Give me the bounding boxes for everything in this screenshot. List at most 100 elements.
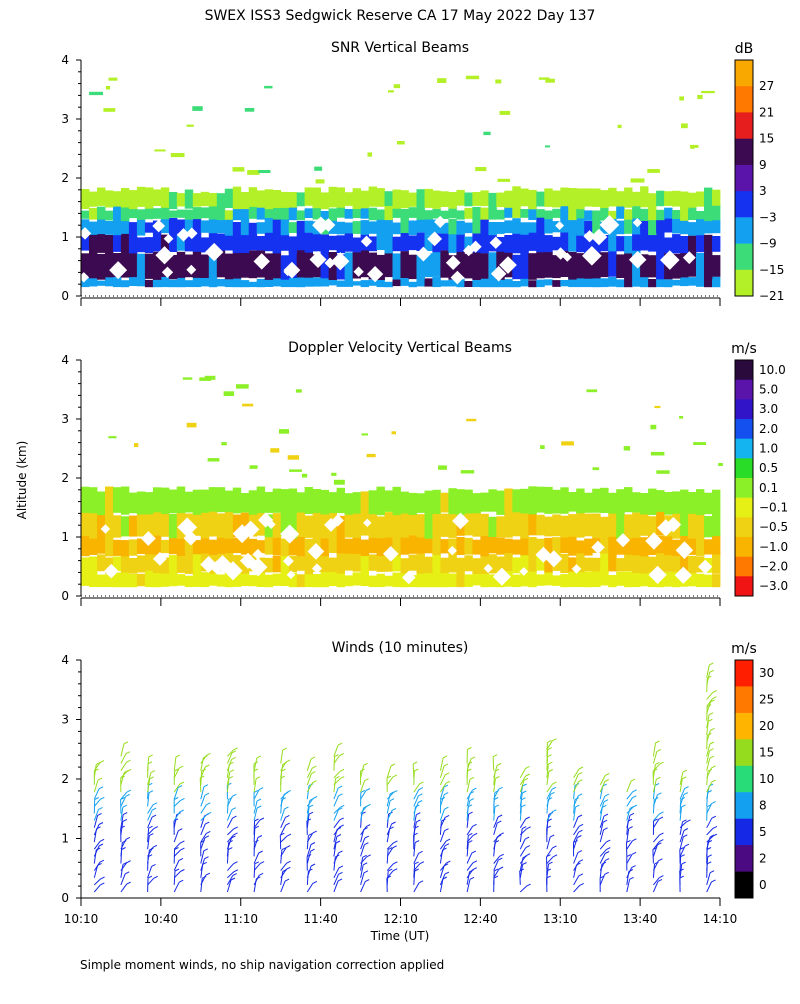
field-cell xyxy=(656,249,664,279)
field-cell xyxy=(209,540,217,555)
field-cell xyxy=(504,235,512,253)
wind-barb-flag xyxy=(472,788,476,790)
wind-barb xyxy=(653,743,655,756)
wind-barb xyxy=(201,878,202,892)
field-cell xyxy=(592,558,600,572)
field-cell xyxy=(281,489,289,513)
field-cell xyxy=(169,192,177,209)
colorbar-segment xyxy=(735,686,753,713)
field-cell xyxy=(113,540,121,556)
wind-barb-flag xyxy=(123,819,127,821)
field-cell xyxy=(648,489,656,515)
field-cell xyxy=(536,574,544,585)
wind-barb-flag xyxy=(180,810,184,812)
wind-barb-flag xyxy=(149,834,153,836)
colorbar-label: 10 xyxy=(759,772,774,786)
wind-barb-flag xyxy=(232,808,236,810)
field-cell xyxy=(425,491,433,514)
field-cell xyxy=(209,511,217,537)
field-cell xyxy=(592,514,600,539)
wind-barb-flag xyxy=(419,788,423,790)
echo-patch xyxy=(618,125,622,128)
field-cell xyxy=(169,280,177,288)
wind-barb-flag xyxy=(580,883,584,885)
wind-barb-flag xyxy=(101,877,105,879)
wind-barb-flag xyxy=(180,782,184,784)
field-cell xyxy=(696,211,704,219)
field-cell xyxy=(89,536,97,555)
colorbar-label: 5.0 xyxy=(759,383,778,397)
field-cell xyxy=(289,222,297,233)
wind-barb-flag xyxy=(178,829,182,831)
wind-barb-flag xyxy=(471,757,475,759)
field-cell xyxy=(241,280,249,287)
field-cell xyxy=(337,488,345,513)
field-cell xyxy=(385,204,393,220)
wind-barb xyxy=(148,878,154,885)
field-cell xyxy=(105,221,113,235)
field-cell xyxy=(648,207,656,220)
wind-barb-flag xyxy=(578,780,582,782)
field-cell xyxy=(137,209,145,220)
wind-barb-flag xyxy=(549,862,553,864)
wind-barb-flag xyxy=(553,782,557,784)
field-cell xyxy=(712,490,720,512)
field-cell xyxy=(265,189,273,209)
colorbar-segment xyxy=(735,380,753,400)
wind-barb-flag xyxy=(656,741,660,743)
wind-barb xyxy=(520,768,525,777)
field-cell xyxy=(273,535,281,555)
scattered-echoes xyxy=(108,376,723,485)
field-cell xyxy=(512,218,520,234)
field-cell xyxy=(177,210,185,218)
field-cell xyxy=(345,539,353,554)
field-cell xyxy=(113,235,121,252)
wind-barb xyxy=(334,827,340,835)
field-cell xyxy=(97,492,105,516)
wind-barb-flag xyxy=(526,766,530,768)
wind-barb-flag xyxy=(444,764,448,766)
wind-barb xyxy=(174,882,179,892)
wind-barb-flag xyxy=(393,775,397,777)
field-cell xyxy=(560,554,568,573)
echo-patch xyxy=(651,452,665,456)
wind-barb-flag xyxy=(260,862,264,864)
field-cell xyxy=(688,277,696,286)
field-cell xyxy=(616,279,624,287)
wind-barb-flag xyxy=(180,841,184,843)
wind-barb-flag xyxy=(339,872,343,874)
echo-patch xyxy=(650,425,656,430)
field-cell xyxy=(169,211,177,218)
field-cell xyxy=(273,218,281,235)
field-cell xyxy=(201,572,209,587)
field-cell xyxy=(297,492,305,512)
field-cell xyxy=(576,541,584,554)
colorbar-label: 15 xyxy=(759,132,774,146)
wind-barb-flag xyxy=(708,719,712,721)
field-cell xyxy=(680,490,688,514)
wind-barb-flag xyxy=(682,862,686,864)
wind-barb-flag xyxy=(526,846,530,848)
wind-barb xyxy=(174,850,180,856)
field-cell xyxy=(608,188,616,207)
field-cell xyxy=(488,517,496,537)
echo-patch xyxy=(397,141,405,145)
wind-barb-flag xyxy=(98,813,102,815)
wind-barb-flag xyxy=(125,872,129,874)
echo-patch xyxy=(279,429,289,434)
x-tick-label: 11:10 xyxy=(223,912,258,926)
wind-barb xyxy=(254,758,257,771)
field-cell xyxy=(544,188,552,207)
wind-barb xyxy=(494,766,497,778)
field-cell xyxy=(488,489,496,511)
wind-barb-flag xyxy=(123,805,127,807)
field-cell xyxy=(193,193,201,207)
field-cell xyxy=(393,190,401,209)
wind-barb-flag xyxy=(311,849,315,851)
wind-barb xyxy=(94,862,100,870)
field-cell xyxy=(584,571,592,587)
wind-barb xyxy=(653,835,659,842)
field-cell xyxy=(145,569,153,587)
wind-barb-flag xyxy=(473,861,477,863)
field-cell xyxy=(425,557,433,573)
